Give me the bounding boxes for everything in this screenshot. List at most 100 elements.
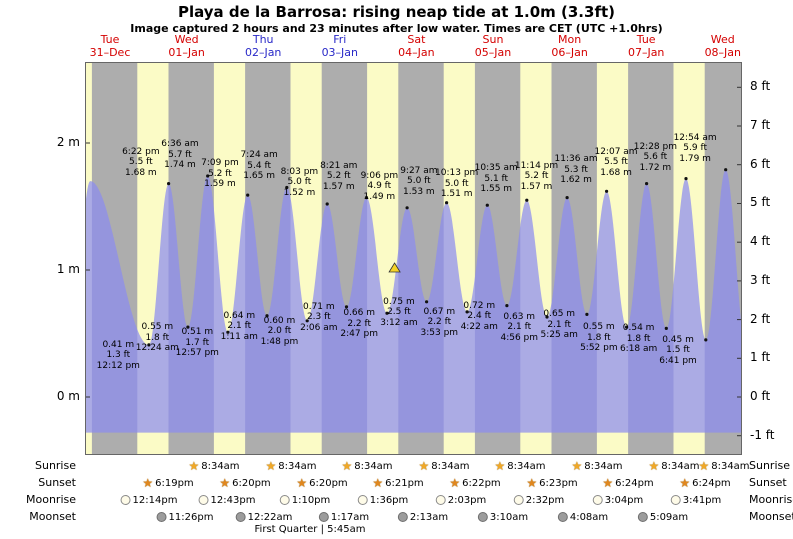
- tide-label-line: 0.45 m: [662, 334, 694, 345]
- feet-axis-label: 7 ft: [750, 118, 771, 133]
- tide-label-line: 5:25 am: [540, 330, 578, 341]
- sunrise-entry: ★ 8:34am: [648, 459, 699, 473]
- sunset-entry: ★ 6:24pm: [602, 476, 653, 490]
- event-time: 1:17am: [330, 511, 370, 523]
- moon-light-icon: [513, 495, 524, 505]
- moonrise-row-label: Moonrise: [749, 493, 793, 506]
- tide-label-line: 6:22 pm: [122, 146, 160, 157]
- high-tide-label: 6:36 am 5.7 ft 1.74 m: [161, 139, 198, 171]
- moon-dark-icon: [156, 512, 167, 522]
- low-tide-label: 0.54 m 1.8 ft 6:18 am: [620, 323, 657, 355]
- day-date: 02–Jan: [244, 46, 282, 59]
- event-time: 4:08am: [569, 511, 609, 523]
- tide-label-line: 6:18 am: [619, 344, 658, 355]
- sunrise-star-icon: ★: [265, 459, 277, 473]
- high-tide-label: 6:22 pm 5.5 ft 1.68 m: [122, 147, 160, 179]
- sunset-row-label: Sunset: [749, 476, 787, 489]
- tide-label-line: 2.0 ft: [267, 326, 292, 337]
- sunset-star-icon: ★: [679, 476, 691, 490]
- feet-axis-label: -1 ft: [750, 427, 775, 442]
- event-time: 6:23pm: [539, 477, 578, 489]
- moon-dark-icon: [637, 512, 648, 522]
- day-weekday: Mon: [557, 33, 582, 46]
- event-time: 1:36pm: [369, 494, 409, 506]
- tide-label-line: 12:57 pm: [175, 348, 219, 359]
- high-tide-dot: [724, 168, 728, 172]
- day-weekday: Sun: [482, 33, 504, 46]
- tide-label-line: 1.51 m: [440, 189, 473, 200]
- day-date: 04–Jan: [398, 46, 435, 59]
- tide-label-line: 5.2 ft: [208, 168, 232, 179]
- tide-label-line: 2.1 ft: [227, 321, 252, 332]
- low-tide-label: 0.65 m 2.1 ft 5:25 am: [541, 309, 578, 341]
- tide-label-line: 12:12 pm: [96, 360, 140, 371]
- moonrise-entry: 2:32pm: [513, 493, 564, 507]
- sunrise-star-icon: ★: [188, 459, 200, 473]
- moon-dark-icon: [397, 512, 408, 522]
- moon-dark-icon: [557, 512, 568, 522]
- tide-label-line: 5.9 ft: [683, 143, 707, 154]
- moonset-entry: 1:17am: [318, 510, 370, 524]
- day-weekday: Wed: [174, 33, 199, 46]
- low-tide-label: 0.64 m 2.1 ft 1:11 am: [221, 311, 258, 343]
- moonset-entry: 12:22am: [235, 510, 293, 524]
- sunrise-entry: ★ 8:34am: [494, 459, 545, 473]
- sunset-row-label: Sunset: [38, 476, 76, 489]
- feet-axis-label: 5 ft: [750, 195, 771, 210]
- tide-plot: [85, 62, 742, 455]
- moonrise-entry: 2:03pm: [435, 493, 486, 507]
- meters-axis-label: 1 m: [56, 262, 80, 276]
- tide-curve-area: [85, 169, 742, 433]
- tide-label-line: 6:36 am: [161, 139, 199, 150]
- sunrise-row-label: Sunrise: [34, 459, 76, 472]
- high-tide-label: 8:03 pm 5.0 ft 1.52 m: [281, 167, 319, 199]
- sunrise-entry: ★ 8:34am: [341, 459, 392, 473]
- moonset-entry: 11:26pm: [156, 510, 213, 524]
- high-tide-label: 11:36 am 5.3 ft 1.62 m: [555, 154, 598, 186]
- tide-label-line: 0.66 m: [343, 308, 376, 319]
- moon-light-icon: [592, 495, 603, 505]
- high-tide-label: 10:13 pm 5.0 ft 1.51 m: [435, 168, 478, 200]
- moonrise-entry: 12:43pm: [198, 493, 255, 507]
- day-weekday: Thu: [252, 33, 274, 46]
- high-tide-dot: [325, 202, 329, 206]
- tide-label-line: 11:14 pm: [514, 160, 559, 171]
- sunset-entry: ★ 6:22pm: [449, 476, 500, 490]
- feet-axis-label: 2 ft: [750, 311, 771, 326]
- moonrise-entry: 12:14pm: [120, 493, 177, 507]
- day-date: 03–Jan: [321, 46, 359, 59]
- event-time: 12:22am: [247, 511, 293, 523]
- low-tide-label: 0.51 m 1.7 ft 12:57 pm: [176, 327, 219, 359]
- tide-label-line: 5:52 pm: [580, 343, 618, 354]
- current-tide-marker: [388, 262, 401, 273]
- day-date: 31–Dec: [89, 46, 131, 59]
- low-tide-label: 0.75 m 2.5 ft 3:12 am: [380, 297, 417, 329]
- tide-label-line: 7:24 am: [240, 150, 278, 161]
- sunset-star-icon: ★: [602, 476, 614, 490]
- tide-label-line: 1.62 m: [560, 175, 592, 186]
- low-tide-label: 0.71 m 2.3 ft 2:06 am: [300, 302, 337, 334]
- tide-label-line: 4.9 ft: [367, 181, 392, 192]
- tide-label-line: 1.5 ft: [666, 345, 690, 356]
- tide-label-line: 2:06 am: [300, 322, 338, 333]
- tide-label-line: 2:47 pm: [340, 329, 378, 340]
- tide-label-line: 12:24 am: [135, 343, 179, 354]
- low-tide-label: 0.55 m 1.8 ft 5:52 pm: [580, 322, 618, 354]
- event-time: 8:34am: [711, 460, 750, 472]
- moon-dark-icon: [318, 512, 329, 522]
- high-tide-label: 12:28 pm 5.6 ft 1.72 m: [634, 142, 677, 174]
- tide-label-line: 5.2 ft: [524, 171, 549, 182]
- event-time: 6:20pm: [232, 477, 271, 489]
- tide-label-line: 2.1 ft: [547, 319, 572, 330]
- moonset-row-label: Moonset: [749, 510, 793, 523]
- sunset-star-icon: ★: [219, 476, 231, 490]
- sunrise-star-icon: ★: [494, 459, 506, 473]
- tide-label-line: 9:27 am: [400, 165, 438, 176]
- tide-label-line: 12:07 am: [594, 146, 638, 157]
- tide-label-line: 0.55 m: [583, 322, 615, 333]
- moonset-entry: 5:09am: [637, 510, 688, 524]
- day-date: 05–Jan: [474, 46, 512, 59]
- tide-label-line: 1.74 m: [164, 160, 196, 171]
- tide-label-line: 0.75 m: [383, 296, 415, 307]
